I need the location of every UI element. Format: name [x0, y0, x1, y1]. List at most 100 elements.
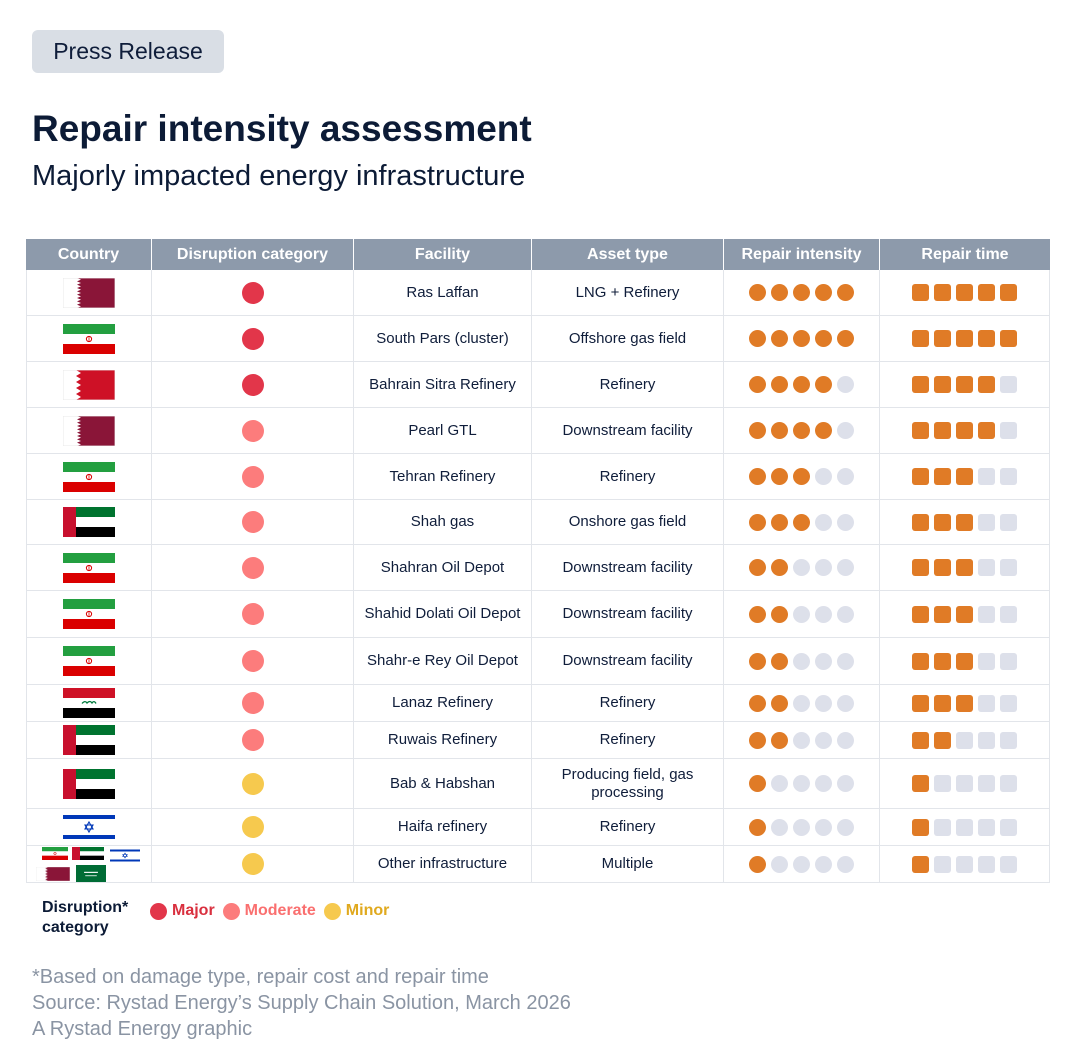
table-row: Ras Laffan LNG + Refinery — [26, 270, 1050, 316]
country-cell — [26, 846, 152, 882]
time-square-empty — [978, 818, 995, 836]
asset-type-cell: Multiple — [532, 846, 724, 882]
asset-type-cell: Onshore gas field — [532, 500, 724, 544]
press-release-badge: Press Release — [32, 30, 224, 73]
time-square-filled — [912, 652, 929, 670]
intensity-dot-filled — [749, 468, 766, 485]
disruption-moderate-dot — [241, 729, 264, 751]
intensity-dot-filled — [793, 468, 810, 485]
time-square-empty — [956, 731, 973, 749]
legend-item-major: Major — [150, 902, 215, 920]
repair-intensity-cell — [724, 500, 880, 544]
intensity-dot-filled — [815, 376, 832, 393]
intensity-dot-filled — [749, 775, 766, 792]
repair-intensity-rating — [749, 818, 854, 836]
intensity-dot-empty — [771, 855, 788, 873]
asset-type-label: Multiple — [601, 855, 654, 872]
time-square-empty — [1000, 605, 1017, 623]
repair-intensity-cell — [724, 454, 880, 499]
repair-time-cell — [880, 362, 1050, 407]
repair-intensity-rating — [749, 330, 854, 347]
asset-type-label: Refinery — [599, 694, 656, 711]
country-cell — [26, 591, 152, 637]
country-cell — [26, 408, 152, 453]
iraq-flag-icon — [63, 688, 115, 718]
repair-time-cell — [880, 545, 1050, 590]
facility-cell: Other infrastructure — [354, 846, 532, 882]
time-square-filled — [912, 694, 929, 712]
table-header: Country Disruption category Facility Ass… — [26, 239, 1050, 270]
time-square-empty — [978, 652, 995, 670]
intensity-dot-empty — [837, 731, 854, 749]
intensity-dot-empty — [815, 605, 832, 623]
repair-intensity-rating — [749, 559, 854, 576]
intensity-dot-empty — [837, 855, 854, 873]
time-square-filled — [956, 694, 973, 712]
repair-time-cell — [880, 500, 1050, 544]
disruption-category-cell — [152, 270, 354, 315]
country-cell — [26, 638, 152, 684]
time-square-empty — [1000, 468, 1017, 485]
intensity-dot-filled — [771, 422, 788, 439]
intensity-dot-filled — [793, 376, 810, 393]
time-square-empty — [956, 818, 973, 836]
intensity-dot-empty — [837, 694, 854, 712]
time-square-empty — [1000, 513, 1017, 531]
table-row: Shahid Dolati Oil Depot Downstream facili… — [26, 591, 1050, 638]
asset-type-label: Onshore gas field — [568, 513, 687, 530]
time-square-filled — [956, 559, 973, 576]
disruption-category-cell — [152, 408, 354, 453]
intensity-dot-filled — [749, 559, 766, 576]
time-square-filled — [934, 330, 951, 347]
facility-name: Ruwais Refinery — [387, 731, 498, 748]
repair-time-cell — [880, 759, 1050, 808]
time-square-empty — [934, 855, 951, 873]
repair-intensity-cell — [724, 638, 880, 684]
intensity-dot-empty — [815, 513, 832, 531]
time-square-filled — [956, 605, 973, 623]
asset-type-cell: Refinery — [532, 722, 724, 758]
disruption-moderate-dot — [241, 556, 264, 579]
disruption-category-cell — [152, 591, 354, 637]
facility-name: Other infrastructure — [377, 855, 508, 872]
intensity-dot-filled — [771, 731, 788, 749]
repair-intensity-cell — [724, 270, 880, 315]
facility-cell: Bahrain Sitra Refinery — [354, 362, 532, 407]
facility-cell: Shah gas — [354, 500, 532, 544]
time-square-filled — [956, 330, 973, 347]
repair-intensity-cell — [724, 809, 880, 845]
time-square-filled — [912, 422, 929, 439]
time-square-empty — [956, 775, 973, 792]
asset-type-label: LNG + Refinery — [575, 283, 680, 301]
table-row: Pearl GTL Downstream facility — [26, 408, 1050, 454]
time-square-filled — [978, 376, 995, 393]
asset-type-cell: Refinery — [532, 685, 724, 721]
repair-intensity-cell — [724, 685, 880, 721]
time-square-filled — [912, 468, 929, 485]
disruption-moderate-dot — [241, 419, 264, 442]
legend-major-label: Major — [172, 902, 215, 919]
disruption-minor-dot — [241, 772, 264, 795]
disruption-moderate-dot — [241, 603, 264, 625]
disruption-category-cell — [152, 316, 354, 361]
column-header-disruption-category: Disruption category — [152, 239, 354, 270]
legend-major-dot — [150, 902, 167, 920]
intensity-dot-filled — [749, 652, 766, 670]
repair-intensity-rating — [749, 284, 854, 301]
time-square-filled — [934, 559, 951, 576]
intensity-dot-empty — [815, 559, 832, 576]
intensity-dot-empty — [815, 818, 832, 836]
uae-flag-icon — [72, 847, 104, 860]
legend: Disruption* category Major Moderate Mino… — [42, 898, 389, 938]
intensity-dot-filled — [771, 330, 788, 347]
table-row: Ruwais Refinery Refinery — [26, 722, 1050, 759]
footnotes: *Based on damage type, repair cost and r… — [32, 964, 571, 1042]
time-square-empty — [1000, 422, 1017, 439]
qatar-flag-icon — [63, 415, 115, 446]
repair-intensity-rating — [749, 422, 854, 439]
time-square-filled — [912, 559, 929, 576]
intensity-dot-filled — [749, 855, 766, 873]
repair-time-cell — [880, 846, 1050, 882]
facility-name: Tehran Refinery — [389, 467, 496, 485]
repair-time-rating — [912, 422, 1017, 439]
